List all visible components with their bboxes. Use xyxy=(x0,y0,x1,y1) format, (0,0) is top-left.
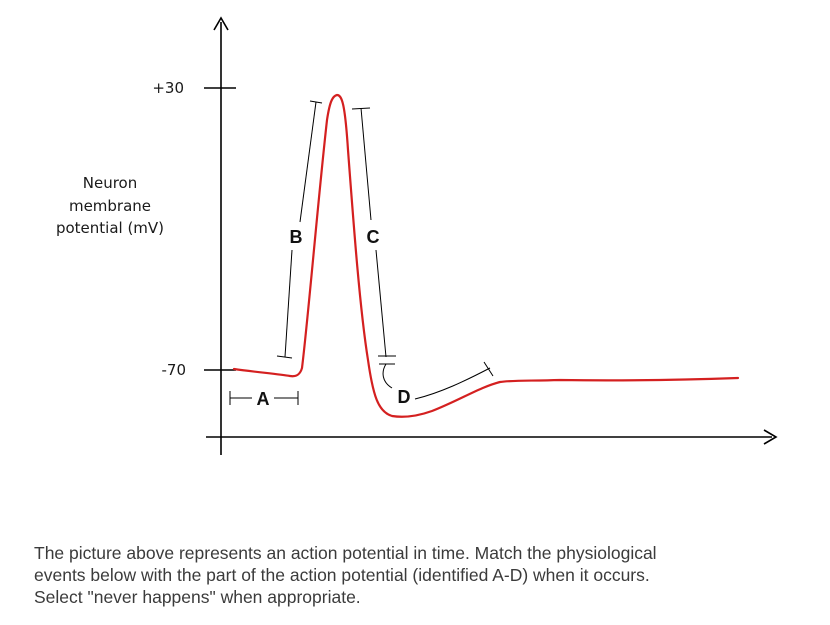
axes xyxy=(204,16,778,455)
caption-line-2: events below with the part of the action… xyxy=(34,565,650,585)
segment-a-bracket xyxy=(229,391,299,405)
segment-d-label: D xyxy=(398,387,411,407)
segment-a-label: A xyxy=(257,389,270,409)
caption-line-1: The picture above represents an action p… xyxy=(34,543,657,563)
action-potential-diagram: +30 -70 Neuron membrane potential (mV) A… xyxy=(56,16,778,455)
y-axis-label-line-2: membrane xyxy=(69,197,151,215)
y-tick-label-minus70: -70 xyxy=(162,361,187,379)
segment-b-bracket xyxy=(276,100,323,359)
caption-line-3: Select "never happens" when appropriate. xyxy=(34,587,361,607)
action-potential-trace xyxy=(232,93,740,418)
segment-c-bracket xyxy=(351,107,396,358)
y-axis-arrow xyxy=(213,16,229,31)
segment-c-label: C xyxy=(367,227,380,247)
segment-d-bracket xyxy=(379,361,494,400)
segment-b-label: B xyxy=(290,227,303,247)
question-caption: The picture above represents an action p… xyxy=(34,542,814,608)
y-axis-label-line-1: Neuron xyxy=(83,174,137,192)
y-tick-label-plus30: +30 xyxy=(152,79,184,97)
y-axis-label-line-3: potential (mV) xyxy=(56,219,164,237)
x-axis-arrow xyxy=(763,429,778,445)
